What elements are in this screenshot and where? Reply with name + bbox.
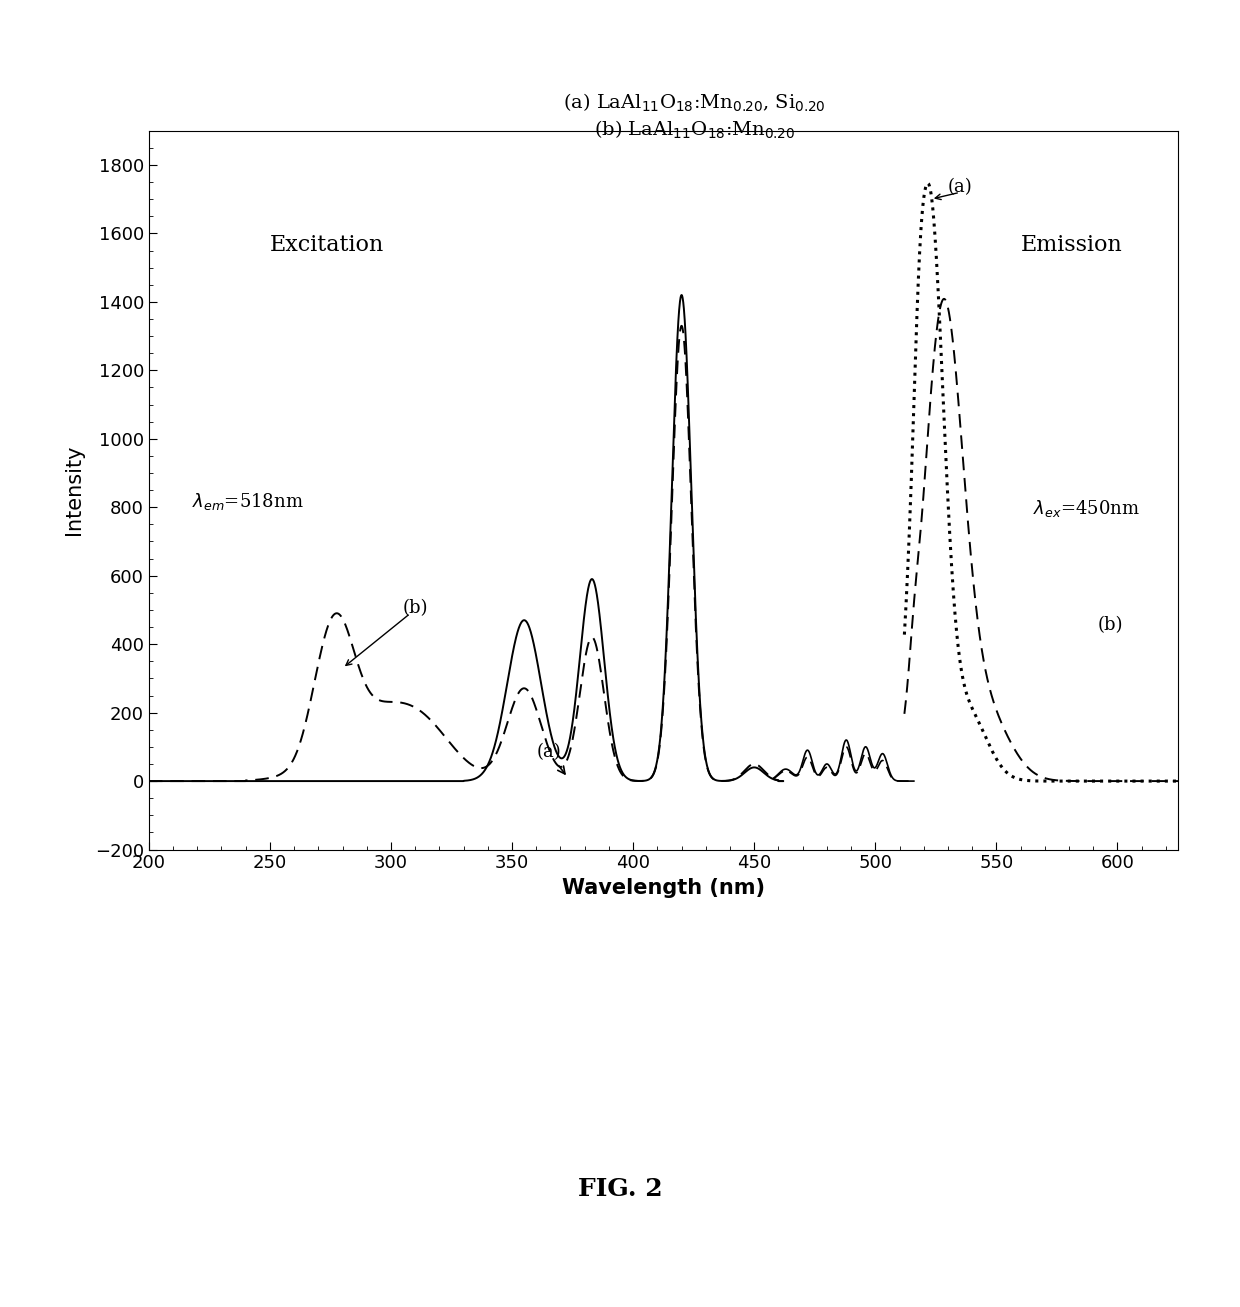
Text: FIG. 2: FIG. 2 [578,1178,662,1201]
Text: $\lambda_{ex}$=450nm: $\lambda_{ex}$=450nm [1033,498,1140,519]
Text: Emission: Emission [1021,234,1122,255]
X-axis label: Wavelength (nm): Wavelength (nm) [562,878,765,898]
Text: (a): (a) [947,178,972,196]
Text: (b) LaAl$_{11}$O$_{18}$:Mn$_{0.20}$: (b) LaAl$_{11}$O$_{18}$:Mn$_{0.20}$ [594,119,795,141]
Text: $\lambda_{em}$=518nm: $\lambda_{em}$=518nm [192,491,304,512]
Text: (b): (b) [403,600,429,617]
Text: (a) LaAl$_{11}$O$_{18}$:Mn$_{0.20}$, Si$_{0.20}$: (a) LaAl$_{11}$O$_{18}$:Mn$_{0.20}$, Si$… [563,91,826,114]
Text: (b): (b) [1099,617,1123,634]
Y-axis label: Intensity: Intensity [63,444,84,536]
Text: Excitation: Excitation [270,234,384,255]
Text: (a): (a) [536,744,565,774]
